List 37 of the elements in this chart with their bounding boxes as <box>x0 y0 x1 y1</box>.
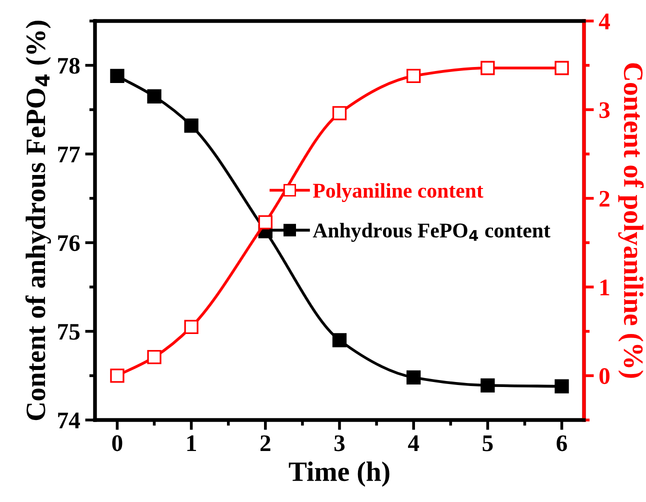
point <box>147 89 162 104</box>
x-tick-label: 5 <box>482 436 493 452</box>
point <box>184 118 198 133</box>
point <box>554 379 569 394</box>
point <box>184 320 198 334</box>
point <box>406 68 421 84</box>
y-tick-label: 75 <box>58 324 80 340</box>
y-tick-label: 78 <box>58 58 80 74</box>
legend-label: Anhydrous FePO$_{4}$ content <box>312 222 550 242</box>
y2-tick-label: 1 <box>600 280 610 296</box>
x-tick-label: 1 <box>187 435 196 451</box>
x-tick-label: 2 <box>260 435 270 451</box>
x-tick-label: 4 <box>408 435 420 451</box>
x-axis-title: Time (h) <box>288 462 390 487</box>
y-tick-label: 76 <box>58 235 80 252</box>
point <box>332 333 347 348</box>
point <box>480 378 495 393</box>
point <box>406 370 421 385</box>
y2-tick-label: 2 <box>600 190 610 207</box>
y2-axis-title: Content of polyaniline (%) <box>618 63 644 378</box>
y-axis-title: Content of anhydrous FePO$_{4}$ (%) <box>25 20 51 420</box>
x-tick-label: 3 <box>334 435 345 452</box>
y2-tick-label: 0 <box>599 368 610 384</box>
y2-tick-label: 3 <box>599 102 610 118</box>
point <box>554 60 569 76</box>
y-tick-label: 74 <box>58 412 80 428</box>
x-tick-label: 6 <box>556 435 567 452</box>
point <box>332 106 347 120</box>
point <box>480 60 495 76</box>
point <box>258 215 272 230</box>
point <box>110 368 124 383</box>
point <box>110 68 124 84</box>
x-tick-label: 0 <box>112 435 122 452</box>
y2-tick-label: 4 <box>598 14 610 30</box>
y-tick-label: 77 <box>58 146 80 162</box>
point <box>147 350 162 364</box>
legend-label: Polyaniline content <box>313 183 484 202</box>
